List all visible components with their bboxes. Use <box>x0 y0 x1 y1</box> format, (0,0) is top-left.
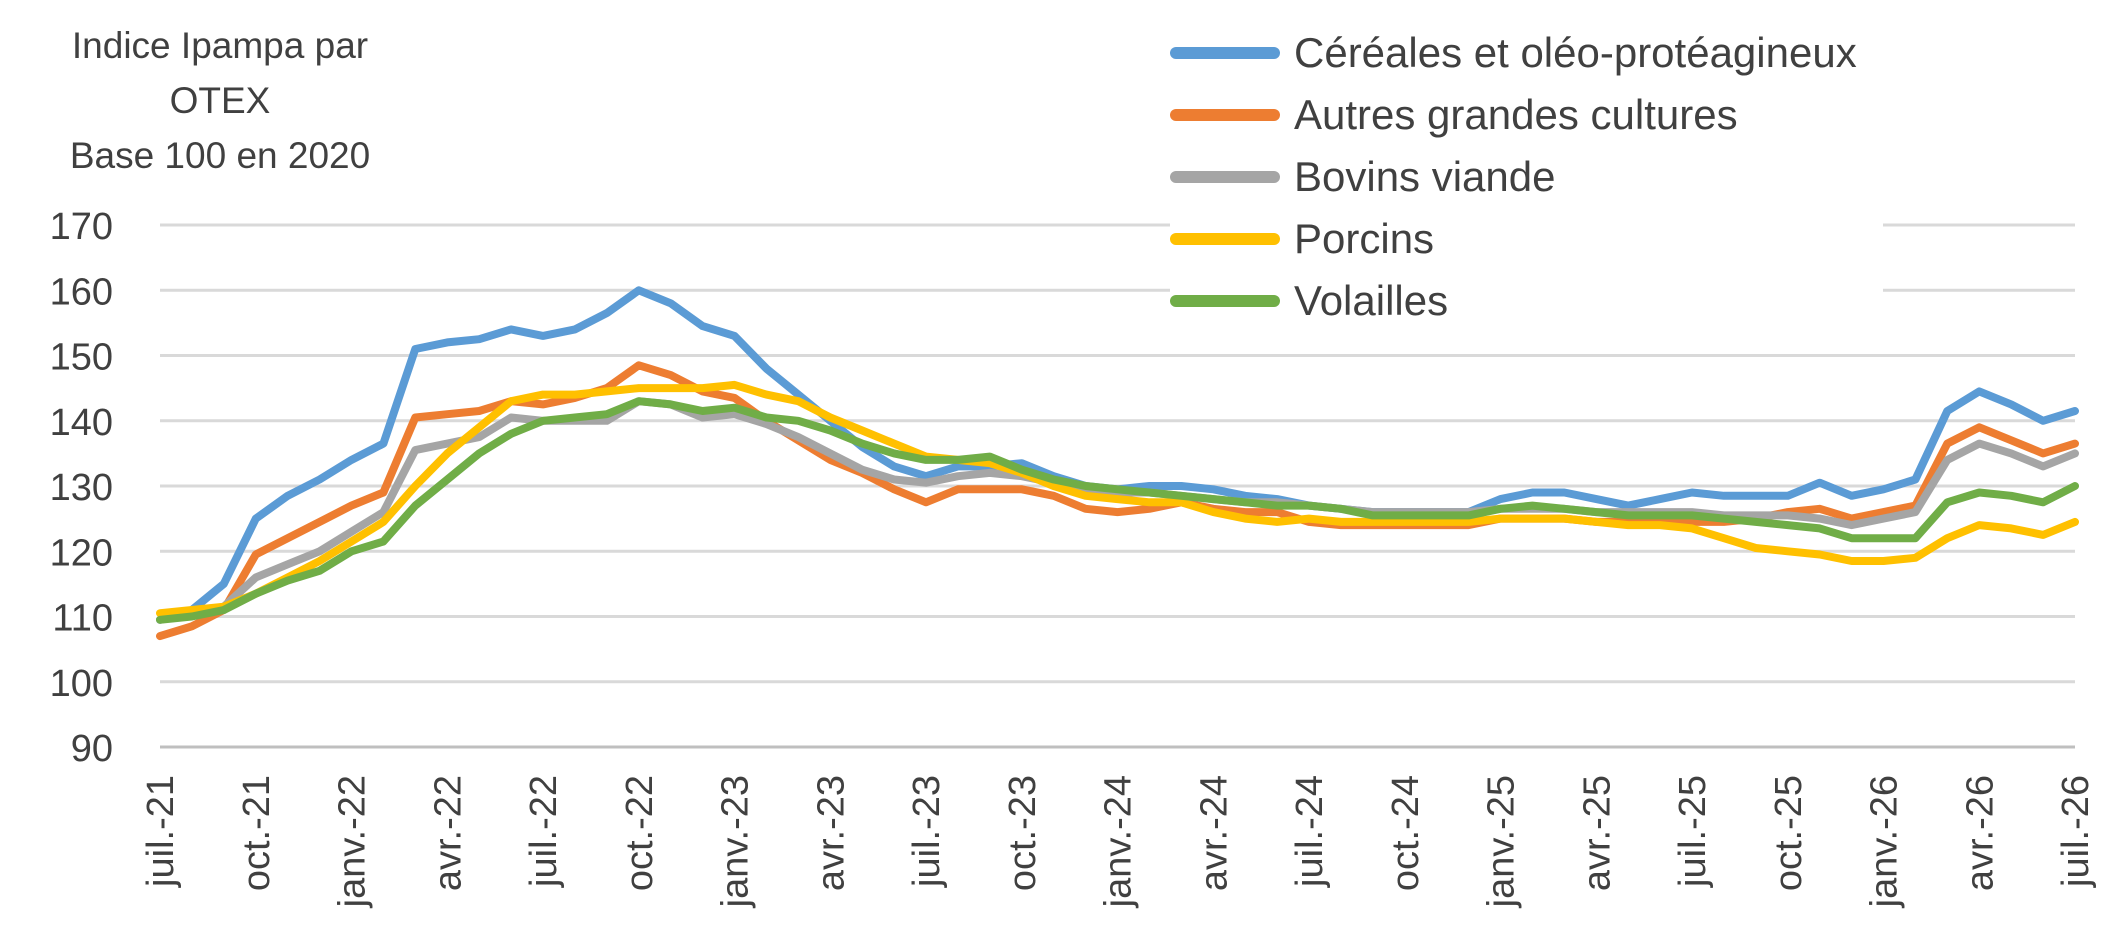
x-tick-label: janv.-23 <box>715 775 757 908</box>
x-tick-label: avr.-25 <box>1576 775 1618 891</box>
y-tick-label: 120 <box>50 532 113 574</box>
y-axis-title-line-1: Indice Ipampa par <box>71 25 369 66</box>
legend-swatch-autres-grandes-cultures <box>1170 109 1280 121</box>
y-tick-label: 150 <box>50 337 113 379</box>
y-tick-label: 130 <box>50 467 113 509</box>
x-tick-label: oct.-21 <box>236 775 278 891</box>
x-tick-label: juil.-21 <box>140 775 182 888</box>
legend-label-bovins-viande: Bovins viande <box>1294 153 1556 200</box>
legend-item-cereales: Céréales et oléo-protéagineux <box>1170 22 1857 84</box>
series-lines <box>156 286 2079 641</box>
gridlines <box>160 223 2075 684</box>
legend-label-porcins: Porcins <box>1294 215 1435 262</box>
legend-swatch-cereales <box>1170 47 1280 59</box>
legend-label-cereales: Céréales et oléo-protéagineux <box>1294 29 1857 76</box>
legend: Céréales et oléo-protéagineux Autres gra… <box>1170 22 1883 332</box>
legend-item-porcins: Porcins <box>1170 208 1857 270</box>
x-tick-label: juil.-22 <box>523 775 565 888</box>
y-tick-label: 110 <box>52 598 113 640</box>
x-tick-label: avr.-26 <box>1959 775 2001 891</box>
x-tick-label: avr.-22 <box>427 775 469 891</box>
legend-label-autres-grandes-cultures: Autres grandes cultures <box>1294 91 1738 138</box>
y-tick-label: 140 <box>50 402 113 444</box>
x-tick-label: juil.-25 <box>1672 775 1714 888</box>
legend-item-bovins-viande: Bovins viande <box>1170 146 1857 208</box>
x-tick-label: juil.-24 <box>1289 775 1331 888</box>
y-tick-label: 170 <box>50 206 113 248</box>
x-tick-label: juil.-23 <box>906 775 948 888</box>
y-axis-title-line-2: OTEX <box>169 80 271 121</box>
legend-swatch-volailles <box>1170 295 1280 307</box>
x-tick-label: janv.-24 <box>1098 775 1140 908</box>
x-tick-label: oct.-23 <box>1002 775 1044 891</box>
x-tick-label: avr.-23 <box>810 775 852 891</box>
legend-swatch-bovins-viande <box>1170 171 1280 183</box>
x-tick-label: janv.-26 <box>1864 775 1906 908</box>
legend-item-autres-grandes-cultures: Autres grandes cultures <box>1170 84 1857 146</box>
legend-label-volailles: Volailles <box>1294 277 1449 324</box>
y-tick-label: 90 <box>71 728 113 770</box>
x-tick-label: janv.-25 <box>1481 775 1523 908</box>
legend-swatch-porcins <box>1170 233 1280 245</box>
series-line-3 <box>156 380 2079 618</box>
y-tick-label: 160 <box>50 271 113 313</box>
x-axis-ticks: juil.-21 oct.-21 janv.-22 avr.-22 juil.-22 oc… <box>140 775 2097 908</box>
legend-item-volailles: Volailles <box>1170 270 1857 332</box>
y-axis-title-line-3: Base 100 en 2020 <box>69 135 371 176</box>
series-line-4 <box>156 397 2079 624</box>
x-tick-label: oct.-25 <box>1768 775 1810 891</box>
y-tick-label: 100 <box>50 663 113 705</box>
x-tick-label: avr.-24 <box>1193 775 1235 891</box>
y-axis-title: Indice Ipampa par OTEX Base 100 en 2020 <box>30 18 410 183</box>
x-tick-label: oct.-22 <box>619 775 661 891</box>
y-axis-ticks: 90 100 110 120 130 140 150 160 170 <box>50 206 113 770</box>
x-tick-label: oct.-24 <box>1385 775 1427 891</box>
x-tick-label: juil.-26 <box>2055 775 2097 888</box>
x-tick-label: janv.-22 <box>332 775 374 908</box>
